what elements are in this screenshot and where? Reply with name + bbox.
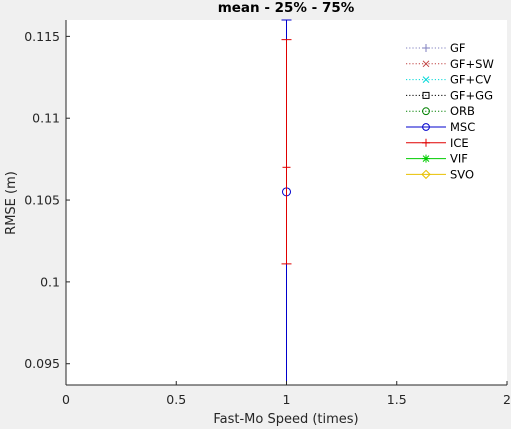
legend-marker xyxy=(422,44,430,52)
y-tick-label: 0.105 xyxy=(24,193,60,208)
legend-label: ORB xyxy=(450,104,475,118)
marker-stroke xyxy=(422,60,430,68)
legend-item-gf-sw: GF+SW xyxy=(406,57,494,71)
legend-marker xyxy=(421,169,431,180)
y-tick-label: 0.095 xyxy=(24,356,60,371)
legend-marker xyxy=(422,123,430,131)
legend-item-svo: SVO xyxy=(406,167,474,181)
legend-label: SVO xyxy=(450,167,474,181)
legend-marker xyxy=(422,138,430,147)
y-axis-label: RMSE (m) xyxy=(4,171,19,235)
ticks-layer: 0 0.5 1 1.5 2 0.095 0.1 0.105 0.11 0.115 xyxy=(24,29,511,407)
legend-label: GF+GG xyxy=(450,88,493,102)
x-tick-label: 2 xyxy=(503,392,511,407)
marker-stroke xyxy=(422,76,430,83)
legend-item-ice: ICE xyxy=(406,136,469,150)
legend-label: MSC xyxy=(450,120,475,134)
y-tick-label: 0.11 xyxy=(32,111,60,126)
legend-item-gf-gg: GF+GG xyxy=(406,88,493,102)
legend-marker xyxy=(422,76,430,83)
x-axis-label: Fast-Mo Speed (times) xyxy=(213,412,358,427)
legend-item-orb: ORB xyxy=(406,104,475,118)
x-tick-label: 0 xyxy=(62,392,70,407)
legend-label: ICE xyxy=(450,136,469,150)
legend-item-gf-cv: GF+CV xyxy=(406,73,491,87)
legend-label: GF+SW xyxy=(450,57,494,71)
legend-marker xyxy=(422,154,430,163)
y-tick-label: 0.1 xyxy=(40,274,60,289)
legend-item-gf: GF xyxy=(406,41,466,55)
marker-stroke xyxy=(421,169,431,180)
x-tick-label: 1.5 xyxy=(387,392,407,407)
legend-item-vif: VIF xyxy=(406,152,468,166)
legend-label: VIF xyxy=(450,152,468,166)
series-ice xyxy=(281,39,292,265)
legend-label: GF xyxy=(450,41,466,55)
x-tick-label: 1 xyxy=(283,392,291,407)
legend-marker xyxy=(422,107,430,116)
x-tick-label: 0.5 xyxy=(166,392,186,407)
legend-item-msc: MSC xyxy=(406,120,475,134)
chart-title: mean - 25% - 75% xyxy=(218,0,355,16)
y-tick-label: 0.115 xyxy=(24,29,60,44)
legend-marker xyxy=(422,91,430,99)
series-layer xyxy=(281,19,292,386)
marker-stroke xyxy=(422,123,430,131)
legend-marker xyxy=(422,60,430,68)
marker-stroke xyxy=(422,91,430,99)
marker-stroke xyxy=(422,155,430,162)
legend-label: GF+CV xyxy=(450,73,491,87)
marker-stroke xyxy=(422,107,430,116)
